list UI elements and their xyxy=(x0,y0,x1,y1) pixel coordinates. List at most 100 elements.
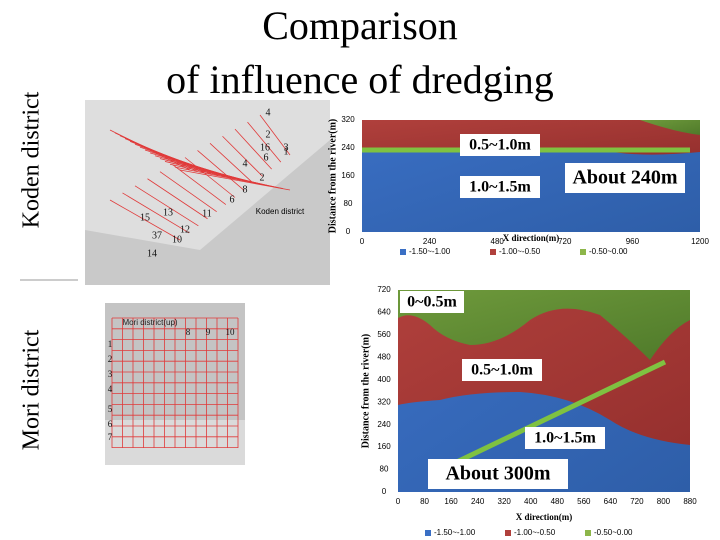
y-tick-label: 640 xyxy=(377,308,391,317)
map-number: 3 xyxy=(108,369,113,379)
x-tick-label: 720 xyxy=(558,237,572,246)
annotation-box xyxy=(460,134,540,156)
legend-label: -0.50~0.00 xyxy=(589,247,628,256)
annotation-box xyxy=(462,359,542,381)
y-tick-label: 0 xyxy=(346,227,351,236)
annotation: About 300m xyxy=(445,463,550,485)
map-grid xyxy=(184,157,236,198)
map-grid xyxy=(159,171,217,212)
map-grid xyxy=(147,178,208,220)
map-number: 2 xyxy=(260,172,265,183)
map-number: 4 xyxy=(266,107,271,118)
annotation: 1.0~1.5m xyxy=(469,179,531,196)
y-tick-label: 320 xyxy=(341,115,355,124)
y-tick-label: 720 xyxy=(377,285,391,294)
x-tick-label: 800 xyxy=(657,497,671,506)
x-tick-label: 0 xyxy=(396,497,401,506)
x-tick-label: 80 xyxy=(420,497,429,506)
title-line: of influence of dredging xyxy=(166,57,554,102)
y-tick-label: 240 xyxy=(377,420,391,429)
map-number: 4 xyxy=(243,158,248,169)
map-number: 10 xyxy=(172,234,182,245)
map-number: 11 xyxy=(202,208,212,219)
y-tick-label: 560 xyxy=(377,330,391,339)
annotation-box xyxy=(565,163,685,193)
y-tick-label: 240 xyxy=(341,143,355,152)
mori-contour xyxy=(398,290,690,492)
map-number: 5 xyxy=(108,404,113,414)
map-grid xyxy=(179,169,291,191)
y-tick-label: 480 xyxy=(377,352,391,361)
y-axis-label: Distance from the river(m) xyxy=(360,334,371,449)
map-grid xyxy=(134,185,199,227)
legend-label: -1.00~-0.50 xyxy=(514,528,556,537)
map-number: 6 xyxy=(230,194,235,205)
legend-swatch xyxy=(490,249,496,255)
y-tick-label: 80 xyxy=(344,199,353,208)
legend-swatch xyxy=(505,530,511,536)
legend-swatch xyxy=(585,530,591,536)
map-number: 14 xyxy=(147,248,157,259)
annotation-box xyxy=(400,291,464,313)
side-label: Koden district xyxy=(19,91,45,228)
x-tick-label: 720 xyxy=(630,497,644,506)
x-tick-label: 240 xyxy=(423,237,437,246)
x-tick-label: 1200 xyxy=(691,237,709,246)
title-line: Comparison xyxy=(262,3,458,48)
map-number: 16 xyxy=(260,142,270,153)
map-number: 10 xyxy=(226,327,236,337)
x-tick-label: 160 xyxy=(444,497,458,506)
map-number: 7 xyxy=(108,432,113,442)
x-axis-label: X direction(m) xyxy=(503,233,560,243)
legend-swatch xyxy=(580,249,586,255)
map-grid xyxy=(234,128,272,170)
y-tick-label: 160 xyxy=(377,442,391,451)
map-number: 2 xyxy=(266,129,271,140)
x-axis-label: X direction(m) xyxy=(516,512,573,522)
map-number: 1 xyxy=(108,339,113,349)
annotation-box xyxy=(460,176,540,198)
map-number: 9 xyxy=(206,327,211,337)
map-number: 4 xyxy=(108,384,113,394)
map-number: 6 xyxy=(264,152,269,163)
map-grid xyxy=(172,164,227,205)
map-label: Koden district xyxy=(256,207,305,216)
x-tick-label: 480 xyxy=(551,497,565,506)
map-number: 8 xyxy=(186,327,191,337)
annotation: 0.5~1.0m xyxy=(471,362,533,379)
map-grid xyxy=(197,150,245,191)
legend-label: -0.50~0.00 xyxy=(594,528,633,537)
x-tick-label: 560 xyxy=(577,497,591,506)
x-tick-label: 880 xyxy=(683,497,697,506)
x-tick-label: 240 xyxy=(471,497,485,506)
y-tick-label: 160 xyxy=(341,171,355,180)
x-tick-label: 480 xyxy=(491,237,505,246)
x-tick-label: 640 xyxy=(604,497,618,506)
y-axis-label: Distance from the river(m) xyxy=(327,119,338,234)
map-grid xyxy=(247,121,282,163)
map-number: 37 xyxy=(152,230,162,241)
legend-label: -1.00~-0.50 xyxy=(499,247,541,256)
legend-swatch xyxy=(425,530,431,536)
x-tick-label: 320 xyxy=(498,497,512,506)
x-tick-label: 400 xyxy=(524,497,538,506)
annotation: 0~0.5m xyxy=(407,294,457,311)
map-number: 3 xyxy=(284,142,289,153)
map-grid xyxy=(222,135,263,177)
map-grid xyxy=(209,143,254,184)
annotation-box xyxy=(525,427,605,449)
map-number: 1 xyxy=(284,146,289,157)
y-tick-label: 80 xyxy=(380,465,389,474)
map-number: 6 xyxy=(108,419,113,429)
y-tick-label: 320 xyxy=(377,397,391,406)
map-grid xyxy=(259,114,291,156)
annotation: 0.5~1.0m xyxy=(469,137,531,154)
annotation: 1.0~1.5m xyxy=(534,430,596,447)
x-tick-label: 0 xyxy=(360,237,365,246)
y-tick-label: 0 xyxy=(382,487,387,496)
map-number: 15 xyxy=(140,212,150,223)
map-number: 2 xyxy=(108,354,113,364)
map-number: 13 xyxy=(163,207,173,218)
x-tick-label: 960 xyxy=(626,237,640,246)
